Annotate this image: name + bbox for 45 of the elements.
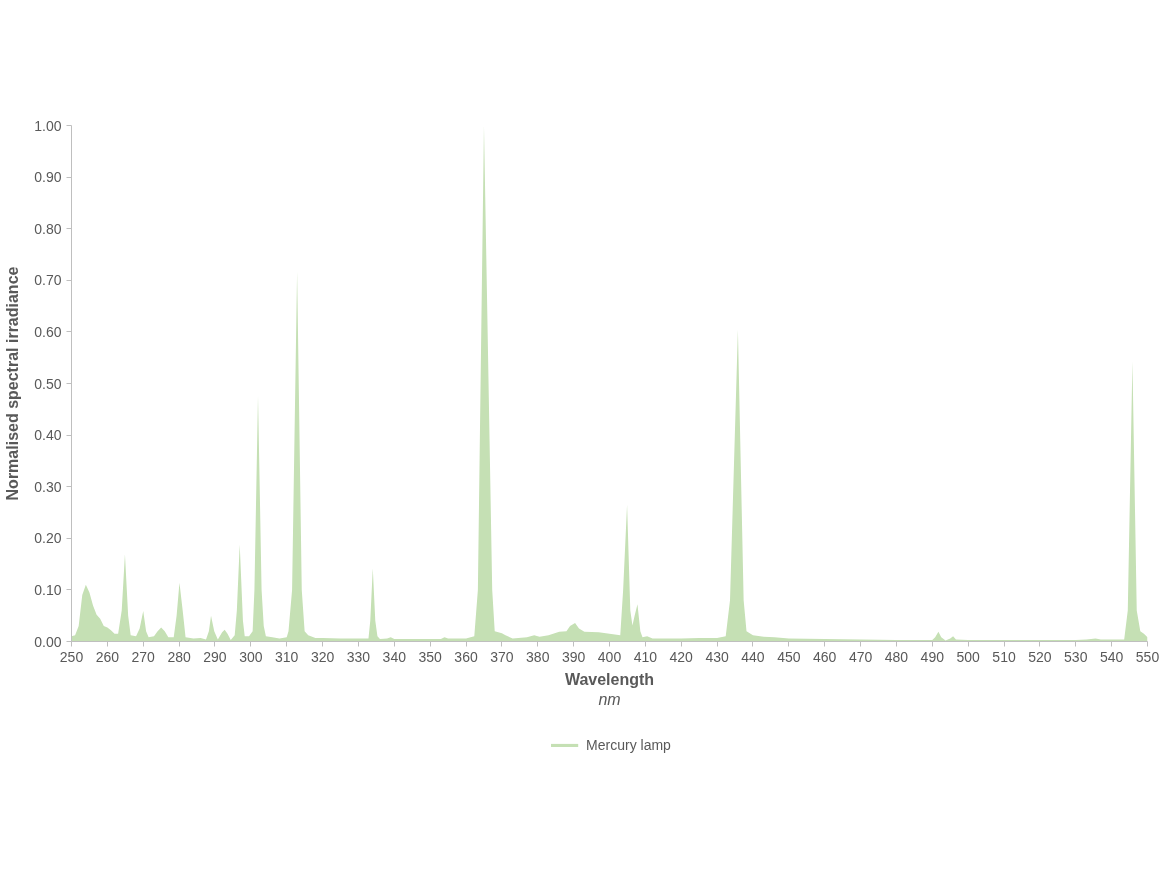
x-tick-label: 340 [382,648,407,665]
x-tick-label: 250 [59,648,84,665]
x-tick-label: 400 [597,648,622,665]
x-axis-title: Wavelength nm [564,670,655,708]
x-tick-label: 510 [992,648,1016,665]
y-tick-label: 0.10 [34,581,62,598]
x-tick-label: 420 [669,648,694,665]
x-tick-label: 370 [490,648,514,665]
x-tick-label: 480 [884,648,909,665]
x-tick-label: 350 [418,648,443,665]
x-tick-label: 330 [346,648,371,665]
x-tick-label: 280 [167,648,191,665]
x-tick-label: 380 [526,648,550,665]
y-tick-label: 0.30 [34,478,62,495]
x-tick-label: 530 [1064,648,1088,665]
x-tick-label: 260 [95,648,120,665]
x-tick-label: 550 [1135,648,1160,665]
y-tick-label: 0.50 [34,375,62,392]
x-tick-label: 460 [813,648,837,665]
x-tick-label: 270 [131,648,156,665]
y-tick-label: 0.20 [34,530,62,547]
y-axis-title: Normalised spectral irradiance [4,266,22,501]
y-tick-label: 0.70 [34,272,62,289]
y-tick-label: 0.60 [34,323,62,340]
x-tick-label: 450 [777,648,801,665]
x-tick-label: 360 [454,648,478,665]
x-tick-label: 470 [848,648,873,665]
y-tick-label: 0.00 [34,633,62,650]
x-tick-label: 490 [920,648,945,665]
y-tick-label: 0.90 [34,169,62,186]
x-tick-label: 430 [705,648,729,665]
x-tick-label: 390 [561,648,586,665]
x-tick-label: 320 [310,648,335,665]
legend-label: Mercury lamp [586,737,671,753]
x-tick-label: 520 [1028,648,1052,665]
y-tick-label: 0.80 [34,220,62,237]
y-tick-label: 1.00 [34,117,62,134]
x-tick-label: 300 [239,648,263,665]
x-tick-label: 500 [956,648,981,665]
x-tick-label: 290 [203,648,227,665]
x-tick-label: 310 [275,648,299,665]
x-tick-label: 440 [741,648,765,665]
x-tick-label: 410 [633,648,658,665]
x-tick-label: 540 [1099,648,1124,665]
y-tick-label: 0.40 [34,427,62,444]
